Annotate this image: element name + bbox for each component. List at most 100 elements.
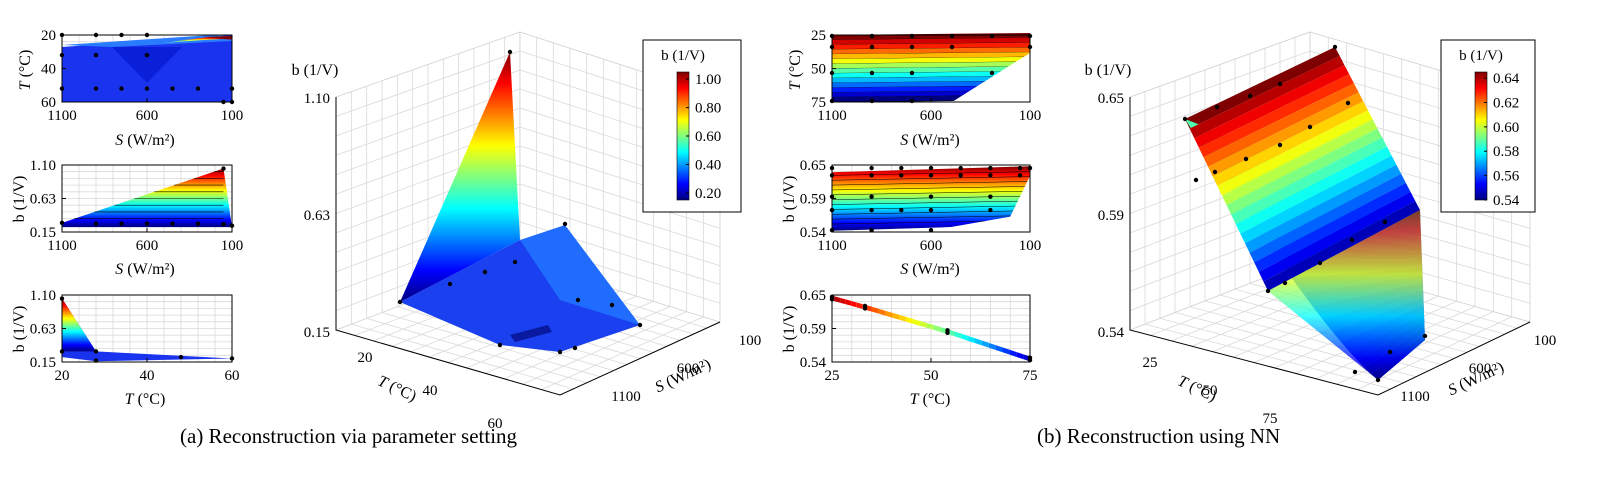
a-small-bS-panel: [59, 164, 235, 233]
x-tick-label: 25: [825, 368, 840, 384]
b-3d-colorbar-title: b (1/V): [1459, 48, 1503, 64]
b-3d-ztick: 0.65: [1098, 91, 1124, 107]
colorbar-tick-label: 0.40: [695, 157, 721, 173]
y-tick-label: 0.63: [30, 192, 56, 208]
b-3d-ztick: 0.54: [1098, 325, 1125, 341]
b-small-bT-ylabel: b (1/V): [781, 306, 798, 353]
grid-line: [522, 311, 687, 385]
a-small-bS-ylabel: b (1/V): [11, 176, 28, 223]
data-point: [497, 342, 503, 348]
data-point: [1182, 116, 1188, 122]
data-point: [949, 33, 955, 39]
a-small-TS-ylabel-var: T: [17, 80, 34, 90]
a-small-bT-ylabel: b (1/V): [11, 306, 28, 353]
blank-region: [952, 53, 1030, 102]
y-tick-label: 0.15: [30, 355, 56, 371]
b-3d-zlabel: b (1/V): [1085, 62, 1132, 79]
b-small-TS-xlabel: S (W/m²): [900, 132, 959, 149]
line-band: [885, 310, 893, 318]
b-small-bS-xlabel-var: S: [900, 261, 908, 278]
data-point: [178, 354, 184, 360]
data-point: [988, 173, 993, 178]
surface-strip: [1189, 56, 1345, 139]
line-band: [843, 298, 846, 305]
a-small-bT-xlabel-unit: (°C): [134, 391, 166, 408]
colorbar-tick-label: 0.60: [1493, 120, 1519, 136]
data-point: [869, 44, 875, 50]
y-tick-label: 1.10: [30, 288, 56, 304]
data-point: [1345, 100, 1351, 106]
data-point: [1307, 124, 1313, 130]
data-point: [1375, 377, 1381, 383]
a-3d-ytick: 600: [677, 361, 700, 377]
colorbar-tick-label: 0.80: [695, 101, 721, 117]
x-tick-label: 100: [1019, 238, 1042, 254]
data-point: [945, 330, 950, 335]
x-tick-label: 600: [136, 108, 159, 124]
b-3d-xtick: 25: [1143, 355, 1158, 371]
data-point: [195, 86, 201, 91]
x-tick-label: 1100: [47, 238, 76, 254]
data-point: [144, 221, 150, 226]
blank-region: [832, 175, 1030, 234]
surface-strip: [1258, 191, 1416, 282]
data-point: [170, 221, 175, 226]
line-band: [1009, 349, 1017, 357]
line-band: [1002, 347, 1010, 355]
surface-face: [510, 325, 552, 342]
y-tick-label: 20: [41, 28, 56, 44]
a-small-TS-xlabel-var: S: [115, 132, 123, 149]
y-tick-label: 1.10: [30, 158, 56, 174]
line-band: [899, 314, 907, 322]
y-tick-label: 0.65: [800, 158, 826, 174]
surface-strip: [1217, 110, 1373, 196]
grid-line: [541, 316, 704, 390]
a-3d-xlabel: T (°C): [375, 373, 419, 406]
line-band: [988, 342, 996, 350]
data-point: [482, 269, 488, 275]
b-3d-xtick: 75: [1263, 411, 1278, 427]
data-point: [1017, 173, 1023, 178]
surface-strip: [1185, 47, 1340, 129]
surface-strip: [1249, 173, 1406, 263]
a-small-bT-xlabel: T (°C): [125, 391, 166, 408]
data-point: [909, 98, 915, 104]
x-tick-label: 600: [920, 108, 943, 124]
colorbar-box: [1440, 39, 1536, 213]
x-tick-label: 1100: [817, 238, 846, 254]
line-band: [968, 335, 975, 344]
a-3d-ytick: 1100: [611, 389, 640, 405]
surface-strip: [1221, 119, 1378, 205]
b-3d-colorbar: [1440, 39, 1536, 213]
surface-face: [1268, 210, 1425, 380]
line-band: [954, 331, 962, 339]
data-point: [221, 222, 226, 227]
contour-line: [831, 200, 1031, 205]
data-point: [988, 165, 993, 171]
data-point: [958, 173, 963, 178]
line-band: [975, 338, 982, 346]
data-point: [144, 52, 150, 58]
line-band: [848, 300, 852, 306]
surface-strip: [1212, 101, 1369, 186]
a-small-TS-xlabel-unit: (W/m²): [123, 132, 174, 149]
b-small-bS-panel: [829, 164, 1033, 234]
line-band: [837, 297, 841, 303]
contour-line: [831, 176, 1031, 181]
contour-band: [62, 35, 232, 47]
a-small-bS-xlabel-unit: (W/m²): [123, 261, 174, 278]
data-point: [899, 173, 904, 178]
x-tick-label: 50: [924, 368, 939, 384]
data-point: [1387, 349, 1393, 355]
data-point: [989, 70, 995, 76]
a-3d-xlabel-unit: (°C): [383, 376, 419, 405]
x-tick-label: 1100: [47, 108, 76, 124]
b-small-TS-ylabel: T (°C): [787, 50, 804, 91]
line-band: [933, 325, 941, 332]
y-tick-label: 50: [811, 62, 826, 78]
colorbar-tick-label: 0.60: [695, 129, 721, 145]
data-point: [170, 86, 175, 91]
data-point: [1422, 333, 1428, 339]
surface-strip: [1198, 74, 1354, 158]
b-small-bS-ylabel: b (1/V): [781, 176, 798, 223]
